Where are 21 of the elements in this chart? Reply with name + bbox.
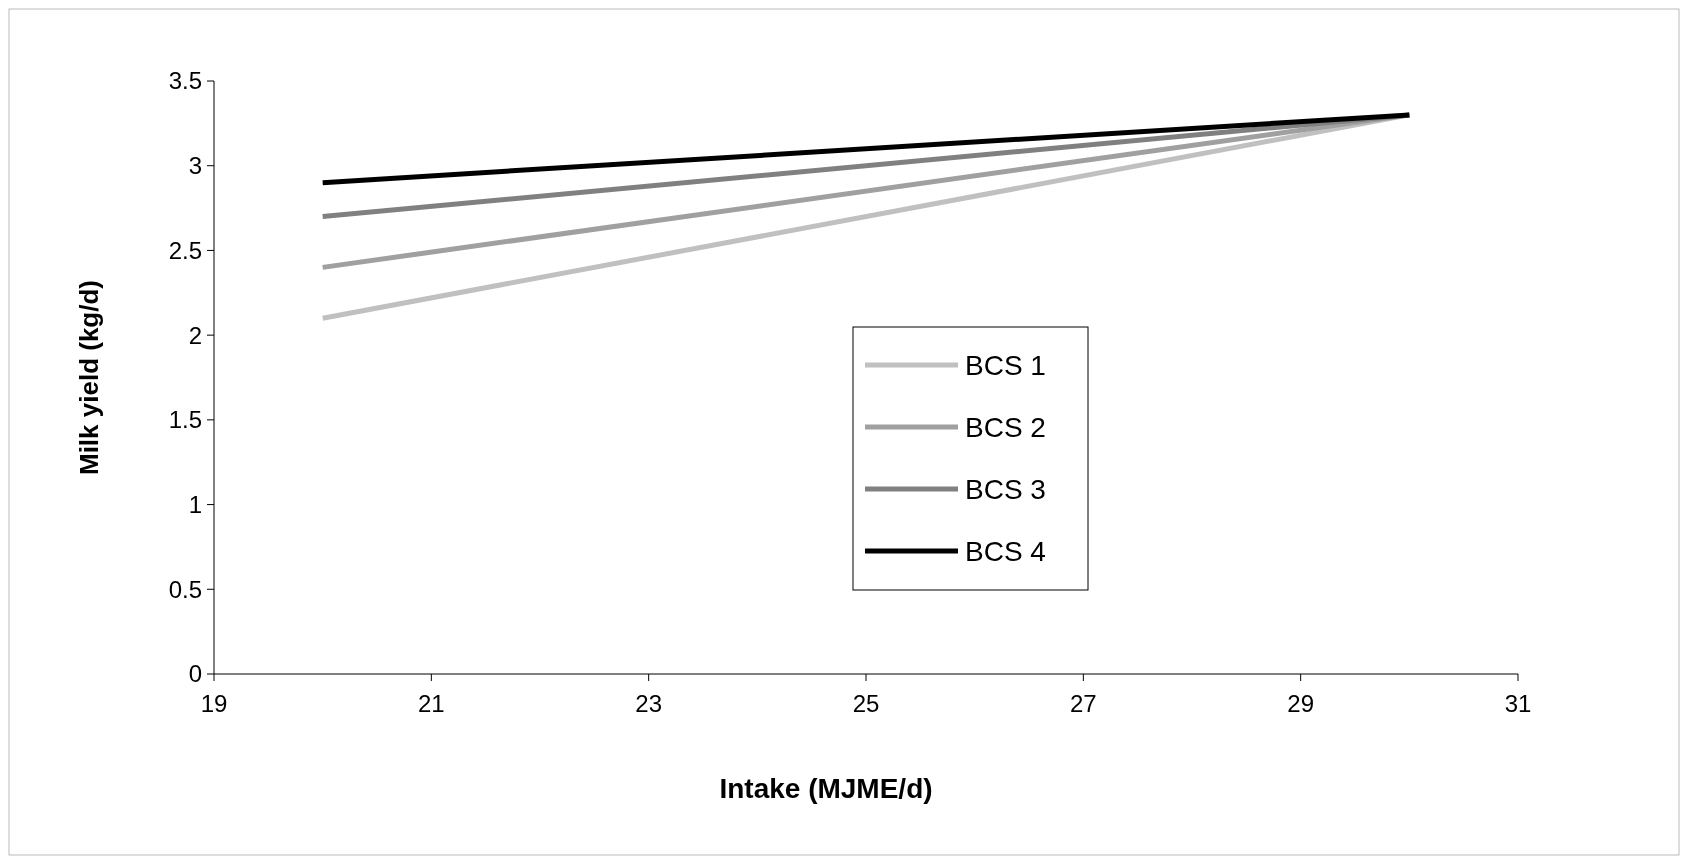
x-tick-label: 27	[1069, 690, 1097, 717]
y-tick-label: 3.5	[168, 67, 202, 95]
y-tick-label: 0	[188, 660, 202, 688]
y-tick-label: 2	[188, 321, 202, 349]
y-tick-label: 2.5	[168, 236, 202, 264]
x-tick-label: 21	[417, 690, 445, 717]
y-tick-label: 3	[188, 152, 202, 180]
x-tick-label: 29	[1287, 690, 1315, 717]
y-tick-label: 1	[188, 490, 202, 518]
legend-label: BCS 3	[965, 473, 1046, 505]
x-tick-label: 25	[852, 690, 880, 717]
y-tick-label: 0.5	[168, 575, 202, 603]
x-tick-label: 19	[200, 690, 228, 717]
legend-label: BCS 4	[965, 535, 1046, 567]
y-tick-label: 1.5	[168, 406, 202, 434]
y-axis-title: Milk yield (kg/d)	[74, 279, 104, 476]
x-axis-title: Intake (MJME/d)	[719, 773, 933, 804]
x-tick-label: 23	[635, 690, 663, 717]
legend-label: BCS 1	[965, 349, 1046, 381]
legend-label: BCS 2	[965, 411, 1046, 443]
x-tick-label: 31	[1504, 690, 1532, 717]
